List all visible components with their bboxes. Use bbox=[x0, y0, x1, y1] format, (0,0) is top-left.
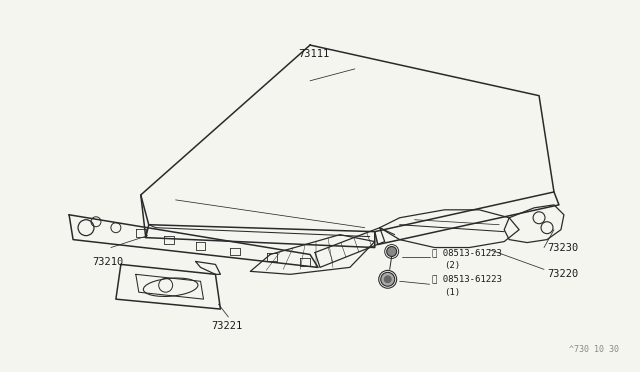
Text: (1): (1) bbox=[444, 288, 461, 297]
Text: 73111: 73111 bbox=[298, 49, 330, 59]
Text: ^730 10 30: ^730 10 30 bbox=[569, 345, 619, 354]
Text: (2): (2) bbox=[444, 262, 461, 270]
Circle shape bbox=[381, 272, 395, 286]
Text: 73210: 73210 bbox=[92, 257, 124, 267]
Text: 73220: 73220 bbox=[547, 269, 579, 279]
Circle shape bbox=[387, 247, 397, 256]
Circle shape bbox=[384, 275, 392, 283]
Text: Ⓢ 08513-61223: Ⓢ 08513-61223 bbox=[431, 248, 501, 257]
Text: Ⓢ 08513-61223: Ⓢ 08513-61223 bbox=[431, 275, 501, 284]
Text: 73221: 73221 bbox=[211, 321, 242, 331]
Text: 73230: 73230 bbox=[547, 243, 579, 253]
